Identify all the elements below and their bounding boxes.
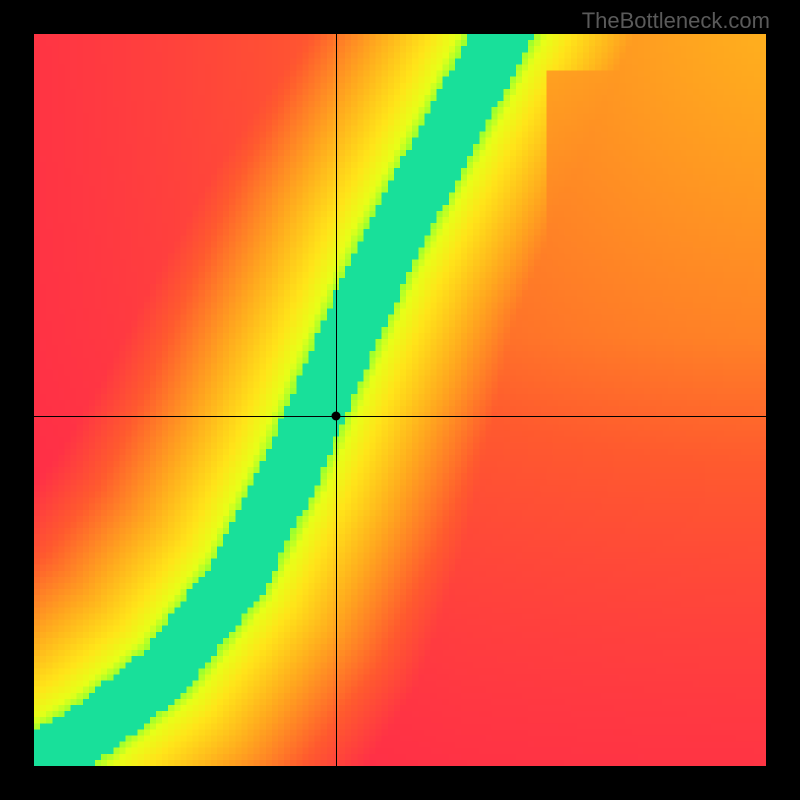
heatmap-plot bbox=[34, 34, 766, 766]
watermark-text: TheBottleneck.com bbox=[582, 8, 770, 34]
crosshair-horizontal bbox=[34, 416, 766, 417]
marker-dot bbox=[332, 412, 341, 421]
heatmap-canvas bbox=[34, 34, 766, 766]
crosshair-vertical bbox=[336, 34, 337, 766]
